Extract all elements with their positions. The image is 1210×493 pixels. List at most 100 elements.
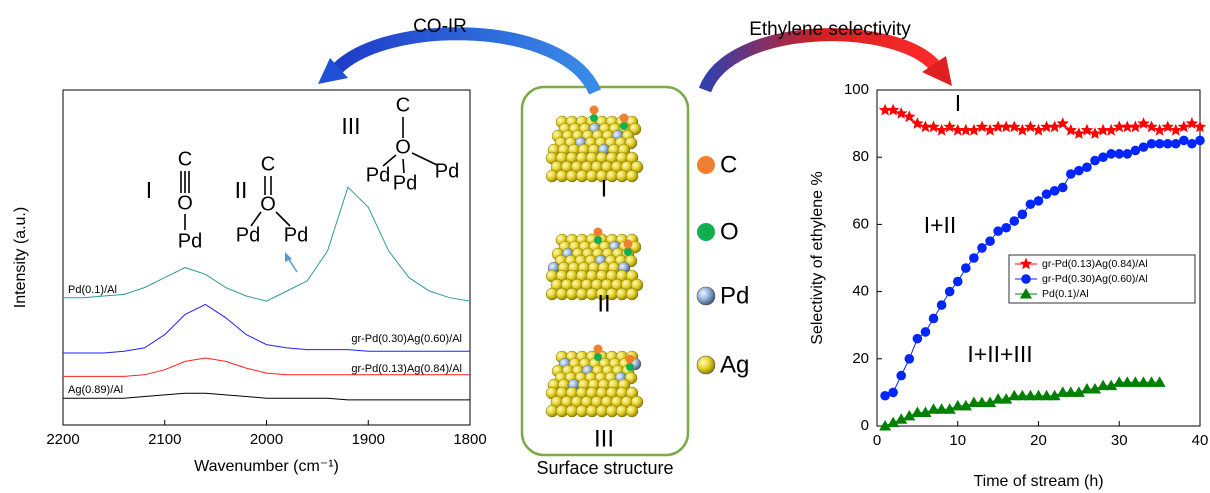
- x-axis-label: Time of stream (h): [973, 473, 1103, 490]
- marker: [1049, 186, 1060, 196]
- marker: [991, 120, 1005, 133]
- element-label: C: [720, 151, 737, 178]
- marker: [1017, 209, 1028, 220]
- marker: [1121, 376, 1134, 387]
- marker: [887, 416, 900, 428]
- marker: [879, 420, 892, 431]
- marker: [1185, 117, 1199, 129]
- marker: [1179, 135, 1189, 146]
- marker: [952, 276, 963, 287]
- marker: [919, 406, 932, 418]
- pointer-arrow: [287, 257, 298, 273]
- marker: [1145, 376, 1158, 387]
- marker: [1129, 120, 1142, 133]
- atom-label: Pd: [366, 164, 390, 186]
- marker: [1193, 120, 1207, 133]
- marker: [1032, 389, 1045, 401]
- marker: [1020, 288, 1032, 299]
- marker: [1056, 117, 1069, 129]
- marker: [936, 300, 947, 310]
- bond: [402, 158, 405, 174]
- marker: [1195, 135, 1205, 146]
- marker: [1074, 165, 1084, 176]
- marker: [919, 120, 932, 133]
- marker: [961, 263, 971, 273]
- marker: [1080, 383, 1093, 394]
- marker: [967, 123, 981, 136]
- adsorbate-o: [624, 248, 632, 256]
- marker: [1072, 127, 1086, 139]
- x-tick-label: 10: [949, 432, 966, 449]
- marker: [993, 226, 1003, 236]
- marker: [935, 403, 948, 414]
- arrow-label: CO-IR: [413, 16, 467, 37]
- marker: [944, 286, 955, 297]
- marker: [1105, 379, 1118, 391]
- marker: [911, 117, 924, 129]
- element-swatch: [696, 355, 716, 375]
- x-axis-label: Wavenumber (cm⁻¹): [194, 458, 339, 475]
- adsorbate-c: [619, 113, 629, 123]
- marker: [1113, 376, 1126, 387]
- pointer-head: [285, 252, 292, 262]
- marker: [1025, 199, 1036, 210]
- marker: [1137, 376, 1150, 387]
- annotation: I+II+III: [967, 341, 1032, 367]
- x-tick-label: 40: [1192, 432, 1209, 449]
- element-swatch: [697, 223, 715, 241]
- site-label: I: [601, 175, 608, 202]
- marker: [912, 333, 923, 344]
- adsorbate-c: [623, 239, 633, 249]
- marker: [1064, 123, 1077, 136]
- marker: [1154, 138, 1165, 149]
- marker: [1096, 123, 1110, 136]
- atom-label: C: [178, 148, 192, 170]
- adsorbate-c: [625, 354, 635, 364]
- marker: [1048, 389, 1061, 401]
- element-swatch: [697, 156, 715, 174]
- marker: [977, 243, 987, 253]
- marker: [1008, 389, 1021, 401]
- adsorbate-c: [589, 105, 599, 115]
- arrow-head: [318, 58, 348, 84]
- marker: [928, 313, 939, 324]
- x-tick-label: 2200: [46, 431, 79, 448]
- marker: [888, 387, 898, 398]
- marker: [1089, 383, 1102, 394]
- marker: [1009, 216, 1020, 226]
- marker: [887, 103, 900, 116]
- y-tick-label: 60: [852, 215, 869, 232]
- marker: [1177, 120, 1190, 133]
- marker: [1056, 386, 1069, 397]
- arrow: [333, 27, 601, 95]
- atom: [625, 287, 639, 301]
- marker: [943, 403, 956, 414]
- x-tick-label: 2000: [250, 431, 283, 448]
- annotation: I: [955, 90, 961, 116]
- marker: [1153, 123, 1166, 136]
- element-label: Pd: [720, 282, 749, 309]
- y-tick-label: 0: [861, 417, 869, 434]
- marker: [1187, 138, 1197, 149]
- bond: [411, 152, 438, 166]
- series-label: gr-Pd(0.13)Ag(0.84)/Al: [351, 363, 462, 375]
- marker: [1024, 120, 1037, 133]
- marker: [1021, 274, 1031, 284]
- marker: [1161, 120, 1174, 133]
- marker: [904, 354, 915, 364]
- y-tick-label: 40: [852, 283, 869, 300]
- series-line: [63, 357, 470, 377]
- annotation: III: [341, 113, 360, 139]
- marker: [975, 396, 988, 407]
- caption: Surface structure: [536, 458, 673, 478]
- atom-label: O: [177, 192, 193, 214]
- adsorbate-c: [593, 344, 603, 354]
- marker: [1066, 169, 1076, 179]
- marker: [1153, 376, 1166, 387]
- marker: [903, 409, 916, 421]
- atom-label: O: [395, 136, 411, 158]
- marker: [1001, 222, 1011, 233]
- x-tick-label: 20: [1030, 432, 1047, 449]
- bond: [275, 211, 291, 227]
